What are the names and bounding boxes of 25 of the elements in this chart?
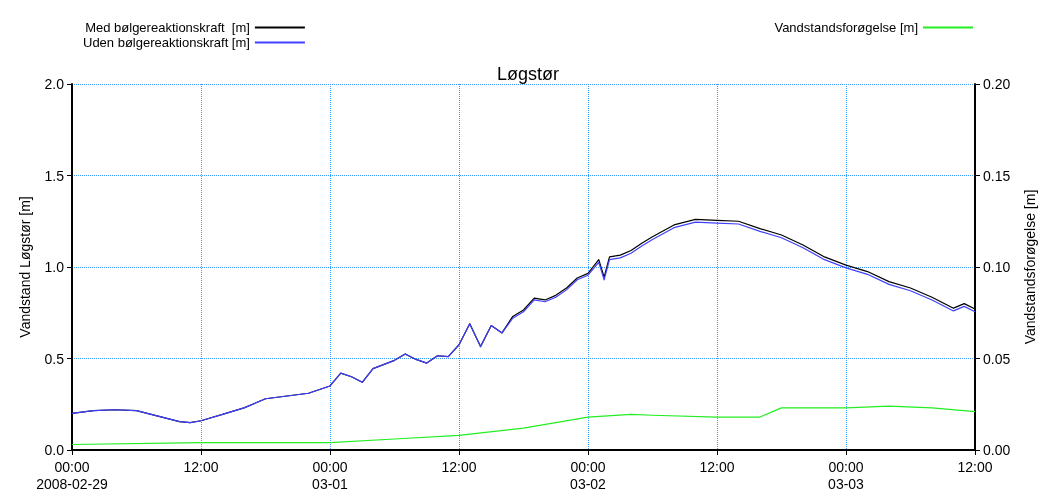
x-tick-label: 12:00 xyxy=(183,458,219,475)
y-axis-title: Vandstand Løgstør [m] xyxy=(17,196,33,338)
x-tick-label: 12:00 xyxy=(957,458,993,475)
y-tick-label: 0.0 xyxy=(44,442,65,458)
legend-label: Uden bølgereaktionskraft [m] xyxy=(83,35,250,50)
line-series xyxy=(71,405,976,446)
y2-axis-title: Vandstandsforøgelse [m] xyxy=(1022,189,1038,345)
y2-tick-label: 0.10 xyxy=(983,259,1011,275)
y2-tick-label: 0.00 xyxy=(983,442,1011,458)
legend-label: Vandstandsforøgelse [m] xyxy=(774,20,918,35)
y-tick-label: 1.5 xyxy=(44,167,65,184)
y-tick-label: 2.0 xyxy=(44,76,65,92)
legend-label: Med bølgereaktionskraft [m] xyxy=(85,20,250,35)
x-tick-label: 00:00 03-01 xyxy=(312,458,349,492)
x-tick-label: 12:00 xyxy=(699,458,735,475)
y-tick-label: 1.0 xyxy=(44,259,65,275)
y2-tick-label: 0.20 xyxy=(983,76,1011,92)
y-tick-label: 0.5 xyxy=(44,350,65,367)
x-tick-label: 00:00 2008-02-29 xyxy=(36,458,109,492)
y2-tick-label: 0.15 xyxy=(983,167,1011,184)
x-tick-label: 00:00 03-03 xyxy=(828,458,865,492)
y2-tick-label: 0.05 xyxy=(983,350,1011,367)
x-tick-label: 12:00 xyxy=(441,458,477,475)
chart-title: Løgstør xyxy=(496,64,560,84)
x-tick-label: 00:00 03-02 xyxy=(570,458,607,492)
